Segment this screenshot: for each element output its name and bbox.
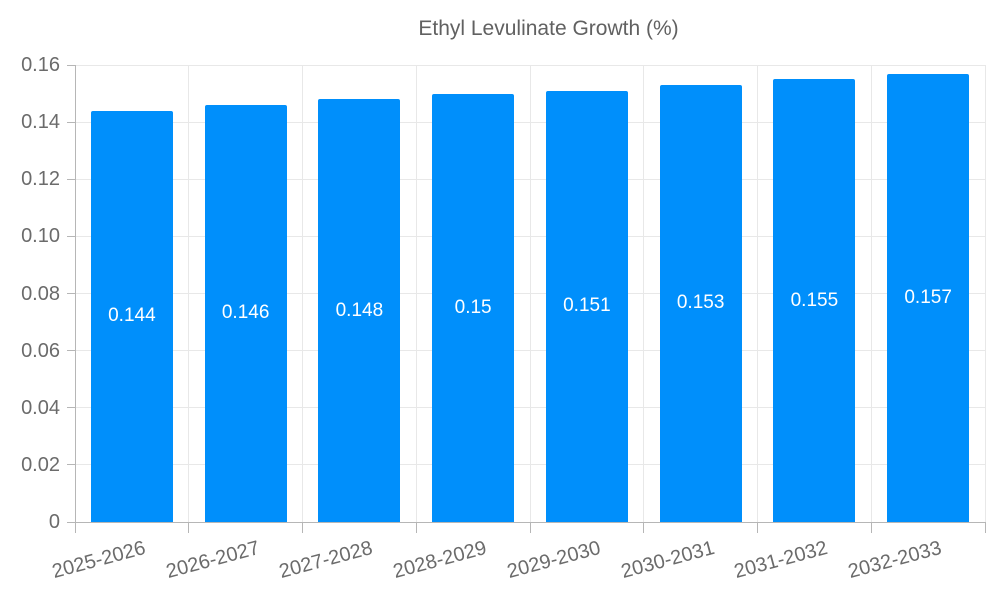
bar-value-label: 0.153 [676,292,725,314]
y-axis-label: 0.06 [21,339,60,362]
y-tick [67,235,75,237]
y-tick [67,293,75,294]
y-axis-label: 0.10 [21,225,60,248]
y-tick [67,464,75,466]
bar[interactable]: 0.155 [773,79,856,522]
y-tick [67,64,75,66]
v-gridline [302,65,303,522]
y-axis-label: 0.14 [21,111,60,134]
chart-legend[interactable]: Ethyl Levulinate Growth (%) [0,17,1000,41]
legend-swatch-icon [321,19,404,40]
x-tick [643,522,645,533]
v-gridline [757,65,758,522]
v-gridline [529,65,531,522]
y-tick [67,521,75,523]
v-gridline [643,65,645,522]
bar[interactable]: 0.153 [659,84,742,522]
y-axis-label: 0.08 [21,282,60,305]
legend-label: Ethyl Levulinate Growth (%) [418,17,679,40]
bar-value-label: 0.148 [335,299,384,321]
v-gridline [188,65,190,522]
bar[interactable]: 0.15 [432,93,515,522]
bar-value-label: 0.15 [454,296,492,318]
v-gridline [984,65,986,522]
bar-value-label: 0.146 [221,302,270,324]
bar[interactable]: 0.144 [90,110,173,522]
y-axis-line [74,65,76,522]
x-tick [74,522,76,533]
bar[interactable]: 0.146 [204,104,287,522]
y-axis-label: 0.02 [21,453,60,476]
bar[interactable]: 0.148 [318,99,401,522]
y-tick [67,407,75,409]
y-tick [67,121,75,123]
bar-value-label: 0.157 [904,286,952,308]
y-axis-label: 0 [48,511,60,533]
x-tick [870,522,872,533]
v-gridline [870,65,872,522]
y-axis-label: 0.12 [21,168,60,191]
y-axis-label: 0.04 [21,396,60,419]
bar[interactable]: 0.157 [887,73,970,522]
x-tick [188,522,190,533]
x-tick [984,522,986,533]
bar-value-label: 0.144 [108,305,156,327]
x-tick [415,522,417,533]
y-tick [67,350,75,352]
bar-value-label: 0.151 [563,295,611,317]
x-tick [529,522,531,533]
y-axis-label: 0.16 [21,54,60,76]
v-gridline [415,65,417,522]
bar-value-label: 0.155 [790,289,839,311]
bar[interactable]: 0.151 [545,90,628,522]
x-tick [757,522,758,533]
y-tick [67,178,75,180]
x-tick [302,522,303,533]
